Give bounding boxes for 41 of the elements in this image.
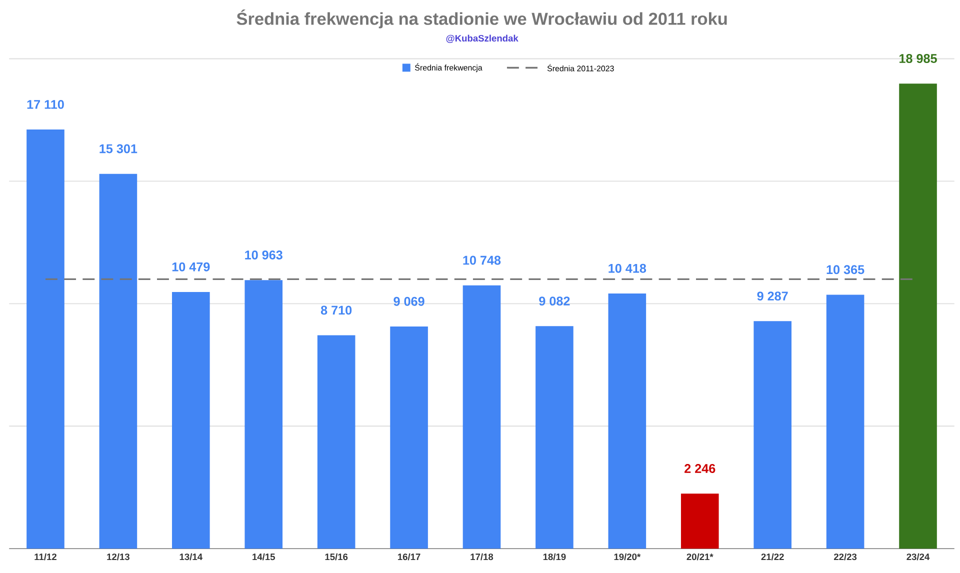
data-label: 9 287: [757, 292, 788, 301]
bar: [536, 326, 574, 549]
data-label: 10 748: [463, 256, 501, 265]
bar: [317, 336, 356, 549]
chart-subtitle: @KubaSzlendak: [446, 34, 518, 44]
x-tick-label: 15/16: [325, 554, 348, 560]
x-tick-label: 16/17: [398, 554, 420, 560]
x-tick-label: 12/13: [107, 554, 130, 560]
x-tick-label: 21/22: [761, 554, 784, 560]
chart-title: Średnia frekwencja na stadionie we Wrocławiu od 2011 roku: [236, 10, 727, 29]
bar: [826, 294, 864, 549]
bar: [462, 286, 501, 549]
data-label: 2 246: [684, 464, 716, 474]
data-label: 15 301: [100, 144, 138, 154]
bar: [244, 280, 283, 549]
x-tick-label: 13/14: [180, 554, 202, 560]
x-tick-label: 23/24: [906, 554, 930, 560]
x-tick-label: 20/21*: [686, 554, 714, 560]
data-label: 17 110: [27, 100, 64, 110]
x-tick-label: 17/18: [470, 554, 494, 560]
data-label: 10 963: [245, 250, 282, 260]
x-tick-label: 11/12: [34, 554, 56, 560]
x-tick-label: 14/15: [252, 554, 275, 560]
bar: [99, 174, 138, 549]
bar: [899, 84, 937, 549]
data-label: 9 069: [394, 297, 424, 306]
bar: [26, 130, 64, 549]
data-label: 10 365: [826, 265, 864, 274]
x-tick-label: 19/20*: [614, 554, 641, 560]
bar: [680, 494, 719, 549]
x-tick-label: 18/19: [543, 554, 566, 560]
bar: [172, 292, 210, 549]
data-label: 10 479: [172, 262, 210, 272]
data-label: 8 710: [320, 306, 352, 315]
data-label: 18 985: [900, 54, 937, 64]
x-tick-label: 22/23: [834, 554, 857, 560]
bar: [608, 294, 646, 549]
bar: [390, 326, 428, 549]
data-label: 10 418: [608, 264, 646, 274]
bar: [754, 321, 792, 549]
data-label: 9 082: [539, 296, 570, 306]
